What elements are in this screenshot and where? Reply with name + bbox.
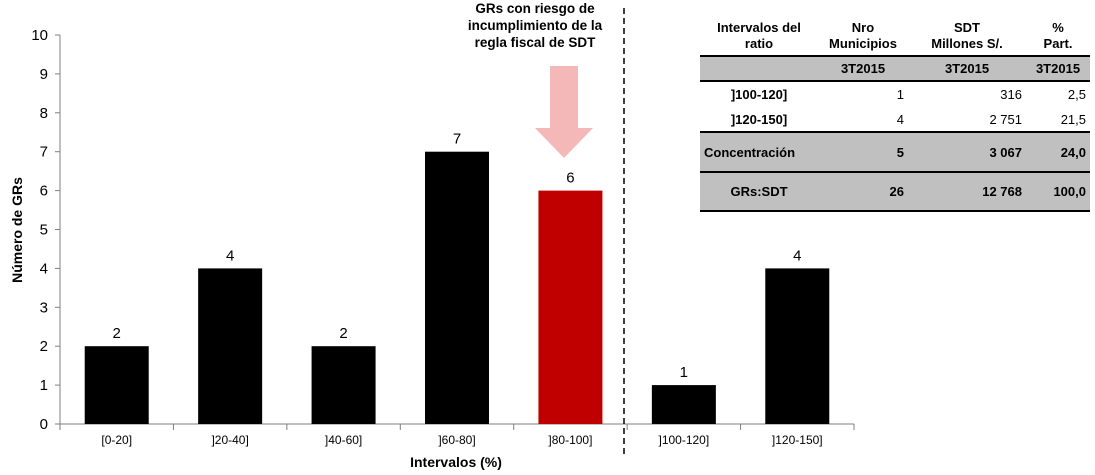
header-intervals: Intervalos del ratio xyxy=(700,16,818,57)
y-axis-title: Número de GRs xyxy=(9,177,25,283)
table-row: ]100-120] 1 316 2,5 xyxy=(700,80,1090,107)
data-label: 4 xyxy=(793,247,801,264)
risk-annotation-line-2: incumplimiento de la xyxy=(467,18,603,33)
chart-bars xyxy=(84,151,830,424)
header-sdt-line2: Millones S/. xyxy=(931,35,1003,51)
table-cell: 2,5 xyxy=(1026,80,1090,107)
y-tick-label: 9 xyxy=(40,66,48,83)
total-row: GRs:SDT 26 12 768 100,0 xyxy=(700,171,1090,213)
period-row: 3T2015 3T2015 3T2015 xyxy=(700,55,1090,82)
data-label: 7 xyxy=(453,131,461,148)
bar-6 xyxy=(651,385,716,424)
header-intervals-line2: ratio xyxy=(744,35,774,51)
header-municipios: Nro Municipios xyxy=(818,16,908,57)
y-tick-label: 6 xyxy=(40,183,48,200)
header-part: % Part. xyxy=(1026,16,1090,57)
header-part-line1: % xyxy=(1052,19,1064,35)
period-cell: 3T2015 xyxy=(908,55,1026,82)
table-cell: 21,5 xyxy=(1026,106,1090,133)
concentration-row: Concentración 5 3 067 24,0 xyxy=(700,131,1090,173)
table-cell: 3 067 xyxy=(908,131,1026,173)
x-tick-label: ]80-100] xyxy=(548,433,592,447)
table-cell: ]100-120] xyxy=(700,80,818,107)
y-tick-label: 8 xyxy=(40,105,48,122)
x-tick-label: [0-20] xyxy=(101,433,132,447)
header-sdt: SDT Millones S/. xyxy=(908,16,1026,57)
data-label: 1 xyxy=(680,364,688,381)
x-tick-label: ]120-150] xyxy=(772,433,823,447)
bar-7 xyxy=(765,268,830,424)
x-axis-title: Intervalos (%) xyxy=(410,454,502,470)
data-label: 2 xyxy=(339,325,347,342)
period-cell: 3T2015 xyxy=(818,55,908,82)
bar-3 xyxy=(311,346,376,424)
table-cell: ]120-150] xyxy=(700,106,818,133)
table-cell: 5 xyxy=(818,131,908,173)
summary-table: Intervalos del ratio Nro Municipios SDT … xyxy=(700,16,1090,213)
table-cell: 26 xyxy=(818,171,908,213)
y-tick-label: 3 xyxy=(40,299,48,316)
data-label: 2 xyxy=(113,325,121,342)
table-cell: 1 xyxy=(818,80,908,107)
risk-annotation-line-3: regla fiscal de SDT xyxy=(474,35,596,50)
table-cell: GRs:SDT xyxy=(700,171,818,213)
risk-annotation: GRs con riesgo de incumplimiento de la r… xyxy=(440,0,630,51)
x-tick-label: ]60-80] xyxy=(438,433,475,447)
y-tick-label: 10 xyxy=(31,27,48,44)
bar-5 xyxy=(538,190,603,424)
header-municipios-line1: Nro xyxy=(851,19,875,35)
summary-header-row: Intervalos del ratio Nro Municipios SDT … xyxy=(700,16,1090,57)
x-tick-label: ]100-120] xyxy=(658,433,709,447)
header-part-line2: Part. xyxy=(1043,35,1073,51)
y-tick-label: 4 xyxy=(40,260,48,277)
table-row: ]120-150] 4 2 751 21,5 xyxy=(700,106,1090,133)
x-tick-label: ]20-40] xyxy=(211,433,248,447)
table-cell: 24,0 xyxy=(1026,131,1090,173)
y-tick-label: 0 xyxy=(40,416,48,433)
y-tick-label: 2 xyxy=(40,338,48,355)
header-municipios-line2: Municipios xyxy=(829,35,897,51)
x-tick-label: ]40-60] xyxy=(325,433,362,447)
data-label: 4 xyxy=(226,247,234,264)
table-cell: 316 xyxy=(908,80,1026,107)
risk-arrow-icon xyxy=(535,66,593,158)
table-cell: 4 xyxy=(818,106,908,133)
y-tick-label: 7 xyxy=(40,144,48,161)
header-intervals-line1: Intervalos del xyxy=(717,19,801,35)
bar-4 xyxy=(425,151,489,424)
table-cell: Concentración xyxy=(700,131,818,173)
table-cell: 100,0 xyxy=(1026,171,1090,213)
y-tick-label: 1 xyxy=(40,377,48,394)
period-cell xyxy=(700,55,818,82)
chart-labels: 0 1 2 3 4 5 6 7 8 9 10 2 [0-20] 4 ]20-40] 2 ]40-60] 7 ]60-… xyxy=(31,27,822,447)
table-cell: 2 751 xyxy=(908,106,1026,133)
y-tick-label: 5 xyxy=(40,222,48,239)
bar-2 xyxy=(198,268,263,424)
data-label: 6 xyxy=(566,170,574,187)
table-cell: 12 768 xyxy=(908,171,1026,213)
chart-axes xyxy=(55,34,855,430)
risk-annotation-line-1: GRs con riesgo de xyxy=(475,1,595,16)
header-sdt-line1: SDT xyxy=(954,19,980,35)
bar-1 xyxy=(84,346,149,424)
period-cell: 3T2015 xyxy=(1026,55,1090,82)
